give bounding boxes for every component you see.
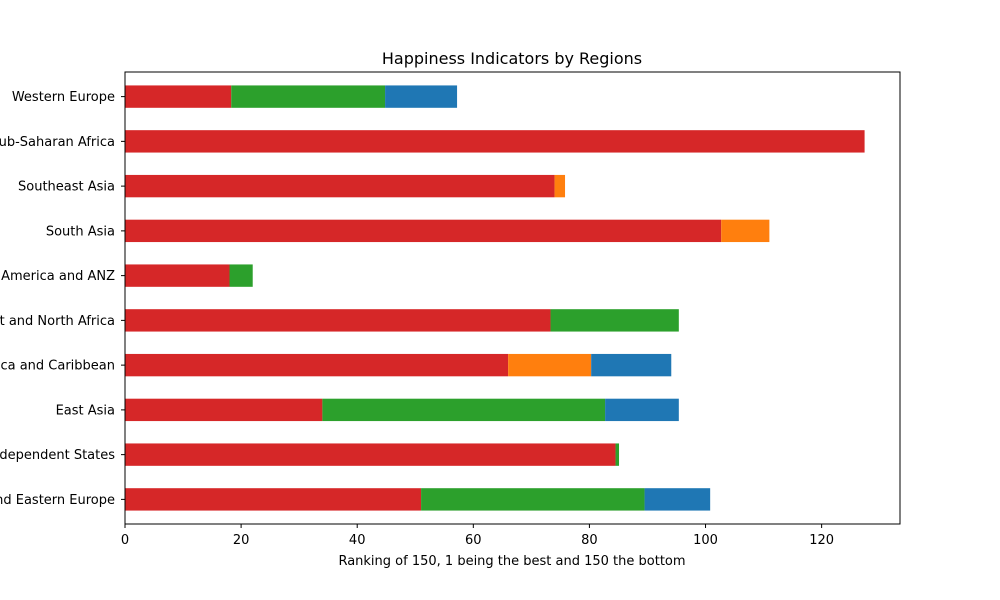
x-tick-label: 40 [349,533,366,548]
y-tick-label: East Asia [56,403,115,418]
y-axis-ticks: Central and Eastern Europe Commonwealth o… [0,90,125,508]
bar-segment [231,85,386,108]
bar-segment [385,85,458,108]
bar-segment [508,353,592,377]
y-tick-label: North America and ANZ [0,269,115,284]
chart-title: Happiness Indicators by Regions [382,49,642,68]
bar-segment [125,443,616,466]
bar-segment [644,488,711,511]
bar-segment [125,85,232,108]
x-tick-label: 100 [693,533,718,548]
bar-segment [125,219,722,243]
bar-segment [125,353,509,377]
y-tick-label: Sub-Saharan Africa [0,135,115,150]
bar-segment [322,398,606,422]
bar-segment [554,174,566,198]
y-tick-label: Western Europe [12,90,115,105]
y-tick-label: South Asia [46,224,115,239]
bar-segment [721,219,770,243]
bar-segment [125,488,422,511]
bar-segment [125,309,551,332]
bar-segment [421,488,645,511]
y-tick-label: Central and Eastern Europe [0,493,115,508]
bar-segment [125,398,323,422]
x-tick-label: 60 [465,533,482,548]
y-tick-label: Latin America and Caribbean [0,359,115,374]
y-tick-label: Southeast Asia [18,180,115,195]
bar-segment [615,443,620,466]
x-axis-ticks: 0 20 40 60 80 100 120 [121,524,834,548]
y-tick-label: Middle East and North Africa [0,314,115,329]
plot-frame [124,71,901,525]
x-tick-label: 120 [809,533,834,548]
bar-segment [125,264,230,287]
y-tick-label: Commonwealth of Independent States [0,448,115,463]
x-tick-label: 0 [121,533,129,548]
bar-segment [229,264,253,287]
x-tick-label: 80 [581,533,598,548]
bar-segment [550,309,679,332]
x-tick-label: 20 [233,533,250,548]
x-axis-label: Ranking of 150, 1 being the best and 150… [338,554,685,569]
bar-segment [125,130,865,153]
bar-segment [605,398,679,422]
bar-segment [125,174,555,198]
bar-segment [591,353,672,377]
bars-group [125,85,865,511]
